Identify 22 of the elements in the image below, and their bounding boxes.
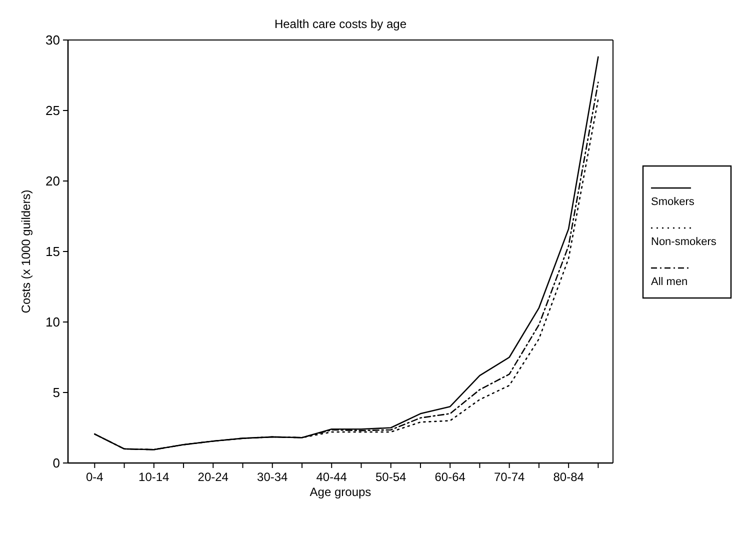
legend-label: All men <box>651 276 688 288</box>
y-tick-label: 0 <box>52 456 60 471</box>
x-tick-label: 60-64 <box>434 470 466 484</box>
chart-title: Health care costs by age <box>274 17 407 31</box>
y-tick-label: 15 <box>46 244 60 260</box>
x-axis-title: Age groups <box>310 485 372 499</box>
y-tick-label: 10 <box>46 314 60 330</box>
x-tick-label: 50-54 <box>376 470 407 484</box>
x-tick-label: 10-14 <box>138 470 170 484</box>
x-tick-label: 80-84 <box>553 470 584 484</box>
y-tick-label: 25 <box>46 103 60 118</box>
x-tick-label: 30-34 <box>257 470 288 484</box>
x-tick-label: 20-24 <box>198 470 229 484</box>
x-tick-label: 0-4 <box>86 470 104 484</box>
y-tick-label: 30 <box>46 32 60 48</box>
legend-label: Smokers <box>651 196 695 208</box>
y-axis-title: Costs (x 1000 guilders) <box>19 190 33 314</box>
x-tick-label: 70-74 <box>494 470 525 484</box>
y-tick-label: 5 <box>52 385 60 400</box>
x-tick-label: 40-44 <box>316 470 348 484</box>
y-tick-label: 20 <box>46 174 60 189</box>
legend-label: Non-smokers <box>651 236 717 248</box>
